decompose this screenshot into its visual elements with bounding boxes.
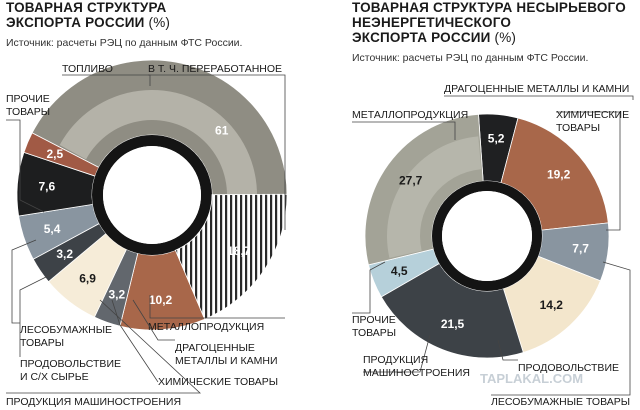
value-label-химические-товары: 6,9 [79,272,96,286]
value-label-металлопродукция: 27,7 [399,173,423,187]
right-source-note: Источник: расчеты РЭЦ по данным ФТС Росс… [352,52,589,64]
center-hole [442,191,532,281]
value-label-продовольствие-и-с-х-сырье: 5,4 [44,222,61,236]
right-title-line2: НЕЭНЕРГЕТИЧЕСКОГО [352,15,512,30]
label-metals-leader [352,121,456,140]
fuel-inner-band [59,90,258,291]
label-other-goods-leader [6,119,45,213]
value-label-металлопродукция: 10,2 [149,293,173,307]
label-other-goods-line1: ПРОЧИЕ [352,314,396,326]
value-label-processed: 18,7 [227,244,251,258]
label-food-leader [19,269,61,357]
left-chart-title: ТОВАРНАЯ СТРУКТУРА ЭКСПОРТА РОССИИ (%) [6,0,170,30]
label-precious-line1: ДРАГОЦЕННЫЕ [175,342,255,354]
watermark: TAPLAKAL.COM [480,371,583,386]
right-title-line3: ЭКСПОРТА РОССИИ [352,30,491,45]
right-callouts: ДРАГОЦЕННЫЕ МЕТАЛЛЫ И КАМНИ МЕТАЛЛОПРОДУК… [352,83,634,408]
left-donut-chart: 61 10,2 3,2 6,9 3,2 5,4 7,6 2,5 18,7 [16,59,288,331]
metal-inner-band [386,136,482,259]
value-label-химические-товары: 19,2 [547,167,571,181]
value-label-драгоценные-металлы-и-камни: 5,2 [488,131,505,145]
label-fuel: ТОПЛИВО [62,63,113,75]
label-precious-leader [132,299,175,341]
label-precious-line2: МЕТАЛЛЫ И КАМНИ [175,355,278,367]
label-other-goods-line2: ТОВАРЫ [6,106,50,118]
label-other-goods-leader [352,261,386,314]
value-label-драгоценные-металлы-и-камни: 3,2 [108,287,125,301]
label-machinery-leader [6,299,202,394]
label-food-line1: ПРОДОВОЛЬСТВИЕ [20,358,121,370]
label-food-leader [497,339,518,361]
label-timber-line1: ЛЕСОБУМАЖНЫЕ [20,324,112,336]
label-metals-leader [149,295,285,319]
value-label-продукция-машиностроения: 21,5 [441,317,465,331]
right-chart-title: ТОВАРНАЯ СТРУКТУРА НЕСЫРЬЕВОГО НЕЭНЕРГЕТ… [352,0,626,45]
label-machinery: ПРОДУКЦИЯ МАШИНОСТРОЕНИЯ [6,396,181,408]
label-metals: МЕТАЛЛОПРОДУКЦИЯ [148,321,264,333]
center-hole [103,146,201,244]
center-ring [92,135,212,255]
left-callouts: ТОПЛИВО В Т. Ч. ПЕРЕРАБОТАННОЕПРОЧИЕТОВАР… [6,63,286,408]
label-precious: ДРАГОЦЕННЫЕ МЕТАЛЛЫ И КАМНИ [444,83,629,95]
label-metals: МЕТАЛЛОПРОДУКЦИЯ [352,109,468,121]
left-title-unit: (%) [148,15,171,30]
value-label-топливо: 61 [215,123,229,137]
label-processed: В Т. Ч. ПЕРЕРАБОТАННОЕ [148,63,282,75]
label-timber-leader [491,261,631,396]
value-label-лесобумажные-товары: 7,7 [572,242,589,256]
label-chemicals-line1: ХИМИЧЕСКИЕ [556,109,629,121]
slice-processed-fuel-hatched [174,193,288,320]
label-chemicals-line2: ТОВАРЫ [556,122,600,134]
right-title-line1: ТОВАРНАЯ СТРУКТУРА НЕСЫРЬЕВОГО [352,0,626,15]
label-machinery-leader [363,334,431,373]
label-timber-leader [11,239,37,324]
label-chemicals-leader [111,299,159,383]
label-processed-leader [148,74,286,230]
label-machinery-line2: МАШИНОСТРОЕНИЯ [363,367,470,379]
value-label-прочие-товары: 2,5 [46,147,63,161]
left-title-line1: ТОВАРНАЯ СТРУКТУРА [6,0,167,15]
label-precious-leader [444,95,634,100]
label-food: ПРОДОВОЛЬСТВИЕ [518,362,619,374]
value-label-продовольствие: 14,2 [540,298,564,312]
label-other-goods-line2: ТОВАРЫ [352,327,396,339]
left-source-note: Источник: расчеты РЭЦ по данным ФТС Росс… [6,37,243,49]
label-machinery-line1: ПРОДУКЦИЯ [363,354,428,366]
label-chemicals-leader [556,111,621,231]
right-donut-chart: 5,2 19,2 7,7 14,2 21,5 4,5 27,7 [364,113,610,359]
label-other-goods-line1: ПРОЧИЕ [6,93,50,105]
value-label-продукция-машиностроения: 3,2 [56,247,73,261]
label-timber-line2: ТОВАРЫ [20,337,64,349]
label-food-line2: И С/Х СЫРЬЕ [20,371,89,383]
value-label-лесобумажные-товары: 7,6 [39,179,56,193]
right-title-unit: (%) [494,30,517,45]
left-title-line2: ЭКСПОРТА РОССИИ [6,15,145,30]
label-timber: ЛЕСОБУМАЖНЫЕ ТОВАРЫ [491,396,630,408]
center-ring [432,181,542,291]
label-chemicals: ХИМИЧЕСКИЕ ТОВАРЫ [158,376,278,388]
value-label-прочие-товары: 4,5 [391,264,408,278]
